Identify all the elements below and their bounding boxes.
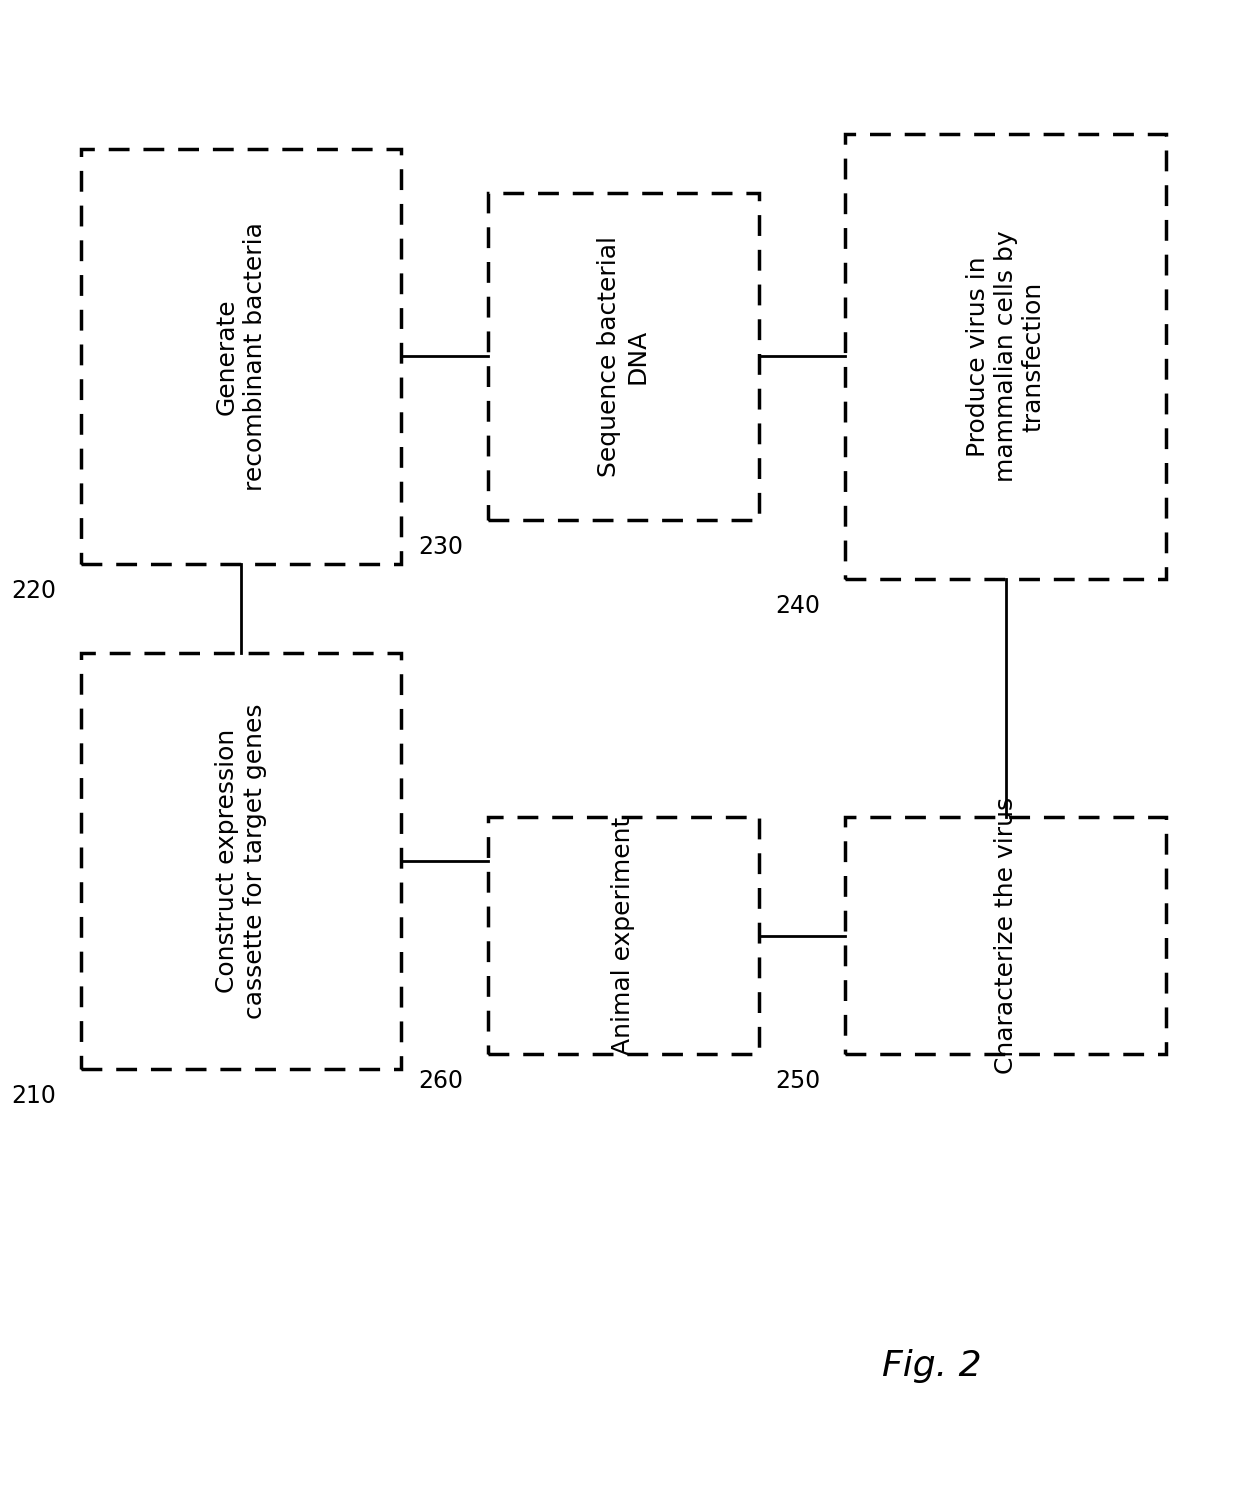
Text: 250: 250: [775, 1069, 821, 1093]
Text: 260: 260: [418, 1069, 463, 1093]
FancyBboxPatch shape: [487, 817, 759, 1054]
FancyBboxPatch shape: [81, 148, 402, 564]
FancyBboxPatch shape: [81, 653, 402, 1069]
FancyBboxPatch shape: [846, 817, 1166, 1054]
Text: Characterize the virus: Characterize the virus: [993, 797, 1018, 1074]
Text: Produce virus in
mammalian cells by
transfection: Produce virus in mammalian cells by tran…: [966, 230, 1045, 483]
Text: Construct expression
cassette for target genes: Construct expression cassette for target…: [215, 704, 267, 1019]
Text: Generate
recombinant bacteria: Generate recombinant bacteria: [215, 221, 267, 492]
Text: 230: 230: [418, 535, 463, 558]
Text: 210: 210: [11, 1084, 56, 1108]
Text: Animal experiment: Animal experiment: [611, 817, 635, 1054]
Text: 240: 240: [776, 594, 821, 618]
Text: 220: 220: [11, 579, 56, 603]
Text: Sequence bacterial
DNA: Sequence bacterial DNA: [598, 236, 650, 477]
FancyBboxPatch shape: [846, 134, 1166, 579]
Text: Fig. 2: Fig. 2: [882, 1350, 981, 1383]
FancyBboxPatch shape: [487, 193, 759, 520]
